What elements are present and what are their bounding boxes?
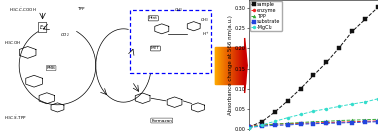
Bar [242, 47, 243, 84]
Bar [233, 47, 234, 84]
Bar [220, 47, 221, 84]
Bar [215, 47, 216, 84]
Text: $CH_3$: $CH_3$ [174, 7, 183, 14]
Bar [217, 47, 218, 84]
Bar [235, 47, 236, 84]
Bar [243, 47, 244, 84]
Text: TPP: TPP [77, 7, 84, 11]
FancyBboxPatch shape [130, 10, 211, 73]
Y-axis label: Absorbance change at 566 nm(a.u.): Absorbance change at 566 nm(a.u.) [228, 16, 233, 115]
Bar [231, 47, 232, 84]
Text: PMB: PMB [46, 66, 56, 70]
Bar [237, 47, 238, 84]
Bar [227, 47, 228, 84]
Bar [223, 47, 224, 84]
Bar [219, 47, 220, 84]
Bar [230, 47, 231, 84]
Bar [228, 47, 229, 84]
Text: $H_3C$-$\dot{C}$-COOH: $H_3C$-$\dot{C}$-COOH [9, 5, 36, 14]
Text: $E_1$: $E_1$ [39, 23, 46, 32]
Bar [238, 47, 239, 84]
Text: Formazan: Formazan [151, 119, 172, 122]
Bar [224, 47, 225, 84]
Bar [234, 47, 235, 84]
Text: $H_3C$-OH: $H_3C$-OH [4, 39, 22, 47]
Text: $CO_2$: $CO_2$ [60, 32, 69, 39]
Bar [218, 47, 219, 84]
Bar [226, 47, 227, 84]
Text: $H^+$: $H^+$ [202, 30, 210, 37]
Text: $CH_3$: $CH_3$ [200, 16, 209, 24]
Text: Hint: Hint [149, 16, 158, 20]
Text: MTT: MTT [151, 47, 160, 50]
Bar [236, 47, 237, 84]
Bar [232, 47, 233, 84]
Text: $H_3C$-$\dot{S}$-TPP: $H_3C$-$\dot{S}$-TPP [4, 113, 27, 122]
Bar [239, 47, 240, 84]
Polygon shape [245, 38, 247, 93]
Bar [229, 47, 230, 84]
Bar [216, 47, 217, 84]
Bar [241, 47, 242, 84]
Bar [240, 47, 241, 84]
Bar [244, 47, 245, 84]
Legend: sample, enzyme, TPP, substrate, -MgCl₂: sample, enzyme, TPP, substrate, -MgCl₂ [250, 1, 282, 31]
Bar [221, 47, 222, 84]
Bar [225, 47, 226, 84]
Bar [222, 47, 223, 84]
